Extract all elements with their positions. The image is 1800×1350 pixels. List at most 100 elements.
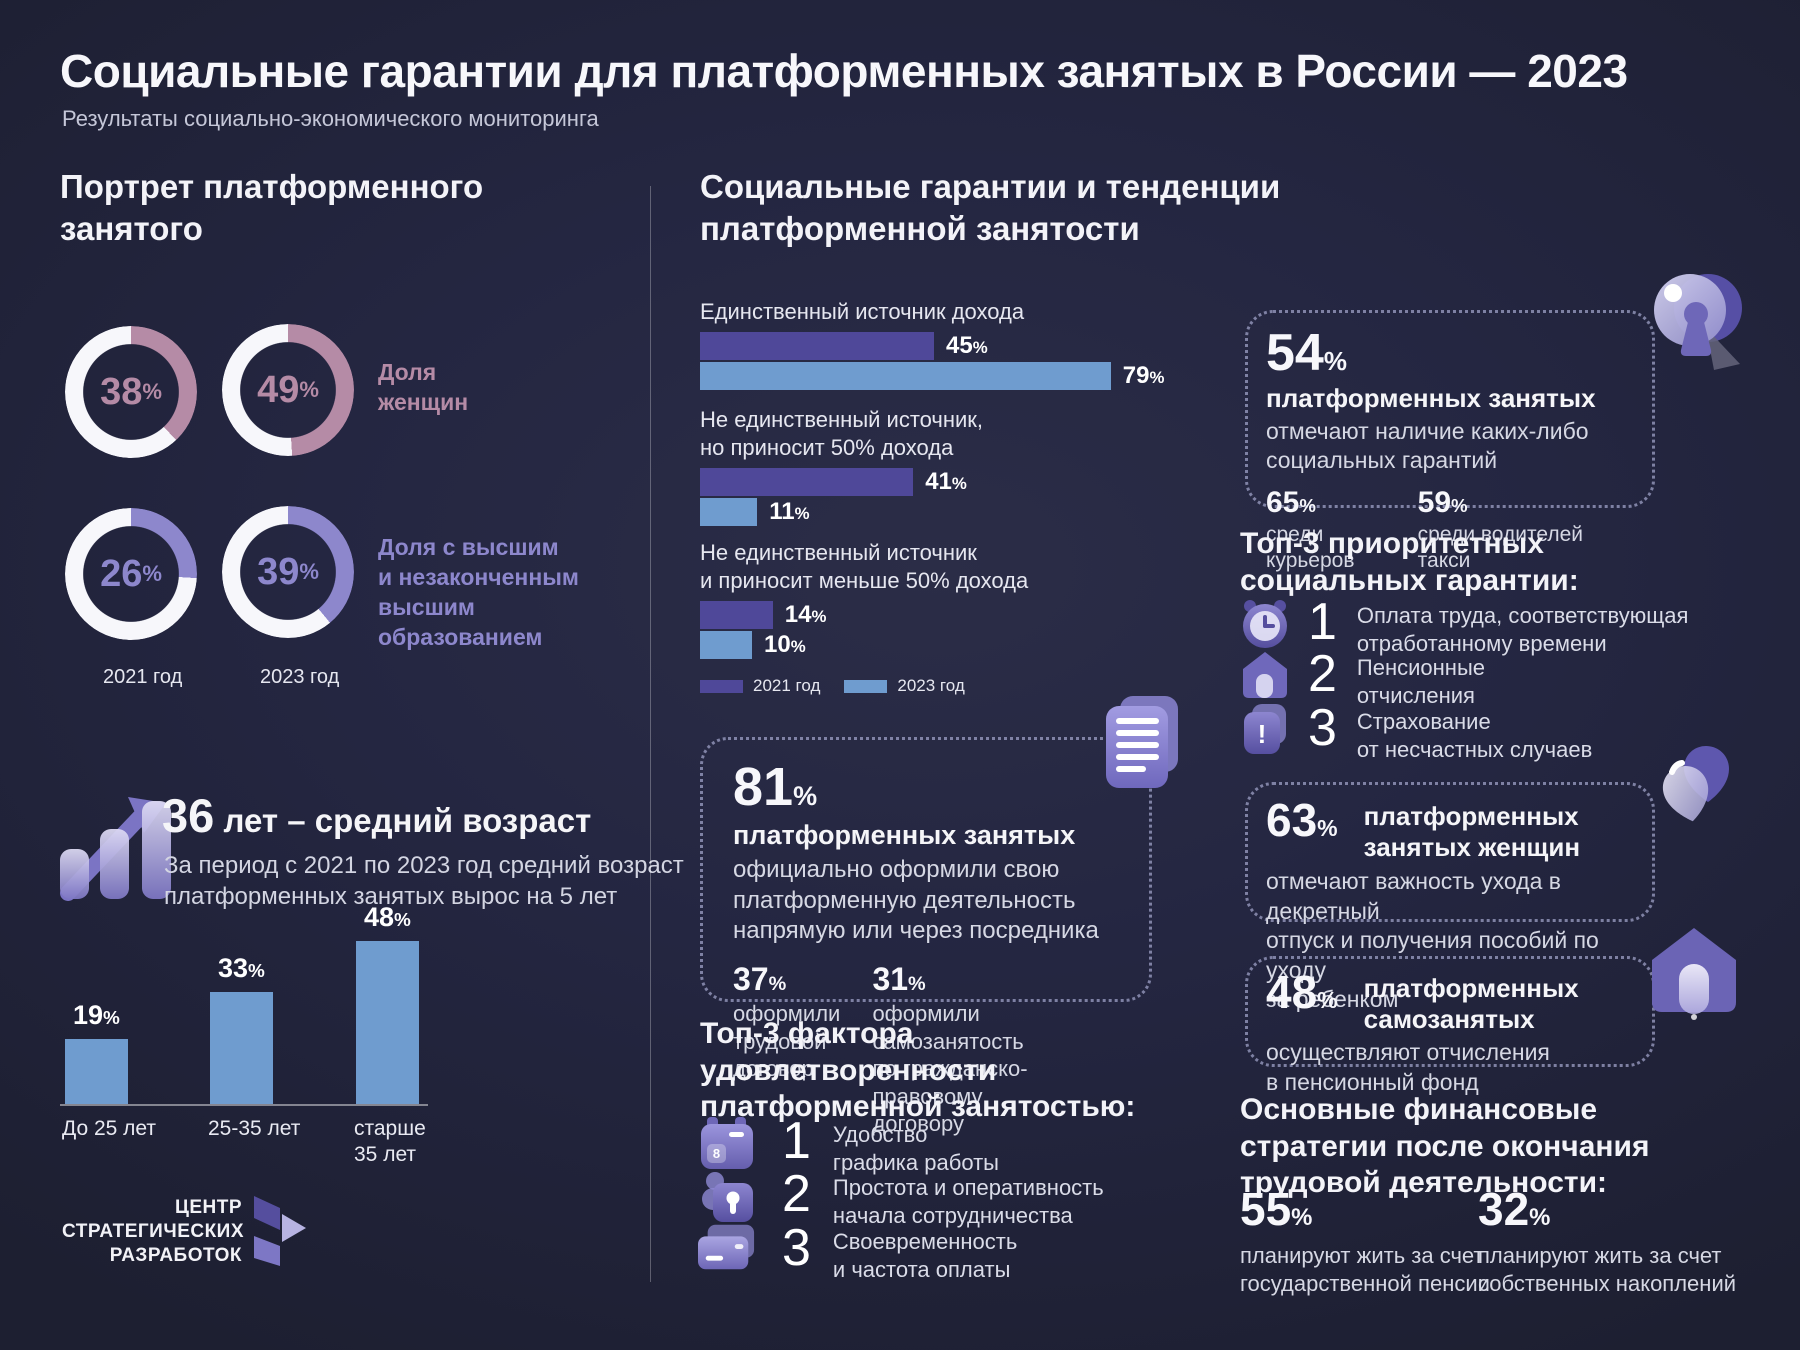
priority-item-2: 2 Пенсионные отчисления	[1240, 645, 1485, 710]
stat-value: 32%	[1478, 1183, 1551, 1235]
stat-description: официально оформили свою платформенную д…	[733, 856, 1099, 945]
bar-2021	[700, 332, 934, 361]
stat-description: отмечают наличие каких-либо социальных г…	[1266, 418, 1589, 474]
legend-label-2021: 2021 год	[753, 676, 821, 695]
priority-text: Оплата труда, соответствующая отработанн…	[1356, 603, 1689, 656]
bar-value: 41%	[925, 468, 967, 496]
average-age-description: За период с 2021 по 2023 год средний воз…	[164, 852, 684, 911]
document-lines-icon	[1092, 696, 1184, 794]
stat-bold-label: платформенных занятых женщин	[1363, 801, 1581, 862]
rank-number: 3	[1308, 699, 1337, 757]
age-category-label: 25-35 лет	[208, 1117, 301, 1140]
donut-ring	[65, 326, 197, 458]
donut-ring	[222, 324, 354, 456]
stat-bold-label: платформенных самозанятых	[1363, 973, 1579, 1034]
bar-value: 45%	[946, 332, 988, 360]
bar-2021	[700, 468, 914, 497]
rank-number: 2	[1308, 645, 1337, 703]
bar-row-2021: 14%	[700, 601, 1028, 630]
stat-text: планируют жить за счет государственной п…	[1240, 1243, 1490, 1296]
factor-text: Простота и оперативность начала сотрудни…	[832, 1175, 1104, 1228]
legend-swatch-2023	[844, 679, 888, 693]
finance-stat-savings: 32% планируют жить за счет собственных н…	[1478, 1182, 1736, 1298]
x-axis-line	[60, 1104, 428, 1106]
bar-under-25	[65, 1039, 128, 1104]
income-group-3: Не единственный источник и приносит мень…	[700, 539, 1028, 661]
factor-item-2: 2 Простота и оперативность начала сотруд…	[698, 1165, 1104, 1230]
middle-section-title: Социальные гарантии и тенденции платформ…	[700, 168, 1281, 247]
age-bar-chart: 19% 33% 48%	[60, 902, 440, 1106]
stat-bold-label: платформенных занятых	[1266, 383, 1596, 413]
age-bar-group: 19%	[65, 1000, 128, 1104]
rank-number: 2	[782, 1165, 811, 1223]
page-subtitle: Результаты социально-экономического мони…	[62, 106, 599, 131]
person-lock-icon	[698, 1170, 756, 1224]
group-label: Не единственный источник и приносит мень…	[700, 540, 1029, 594]
donut-ring	[222, 506, 354, 638]
bar-value: 11%	[769, 498, 810, 526]
priority-text: Страхование от несчастных случаев	[1356, 709, 1593, 762]
age-bar-group: 48%	[356, 902, 419, 1104]
stat-value: 48%	[1266, 966, 1338, 1018]
priority-item-1: 1 Оплата труда, соответствующая отработа…	[1240, 593, 1689, 658]
magnifier-person-icon	[1646, 270, 1746, 380]
substat-value: 59%	[1417, 485, 1468, 519]
substat-text: оформили трудовой договор	[733, 1001, 841, 1082]
bar-row-2023: 10%	[700, 631, 1028, 660]
bar-2023	[700, 631, 752, 660]
bar-row-2021: 41%	[700, 468, 983, 497]
bar-row-2023: 79%	[700, 362, 1164, 391]
left-section-title: Портрет платформенного занятого	[60, 168, 484, 247]
factor-text: Удобство графика работы	[832, 1122, 999, 1175]
bar-2021	[700, 601, 773, 630]
csr-logo-icon	[252, 1196, 306, 1266]
factor-item-1: 8 1 Удобство графика работы	[698, 1112, 999, 1177]
document-warning-icon: !	[1240, 704, 1290, 756]
donut-value: 26%	[100, 552, 162, 595]
stat-value: 55%	[1240, 1183, 1313, 1235]
substat-couriers: 65% среди курьеров	[1266, 486, 1418, 575]
maternity-stat-box: 63% платформенных занятых женщин отмечаю…	[1245, 782, 1655, 1012]
rank-number: 1	[1308, 593, 1337, 651]
priority-text: Пенсионные отчисления	[1356, 655, 1485, 708]
substat-labor-contract: 37% оформили трудовой договор	[733, 961, 872, 1138]
priority-item-3: ! 3 Страхование от несчастных случаев	[1240, 699, 1593, 764]
stat-description: осуществляют отчисления в пенсионный фон…	[1266, 1039, 1550, 1095]
age-bar-group: 33%	[210, 953, 273, 1104]
factor-text: Своевременность и частота оплаты	[832, 1229, 1018, 1282]
registration-stat-box: 81% платформенных занятых официально офо…	[700, 737, 1152, 1136]
guarantees-stat-box: 54% платформенных занятых отмечают налич…	[1245, 310, 1655, 572]
page-title: Социальные гарантии для платформенных за…	[60, 45, 1628, 97]
bar-value-label: 33%	[218, 952, 265, 983]
age-category-label: До 25 лет	[62, 1117, 157, 1140]
bar-value-label: 19%	[73, 1000, 120, 1031]
bar-2023	[700, 498, 758, 527]
stat-description: отмечают важность ухода в декретный отпу…	[1266, 868, 1599, 1013]
donut-education-2023: 39%	[222, 506, 354, 638]
factor-item-3: 3 Своевременность и частота оплаты	[698, 1219, 1018, 1284]
donut-year-2021: 2021 год	[103, 666, 183, 688]
rank-number: 1	[782, 1112, 811, 1170]
substat-value: 37%	[733, 961, 787, 998]
finance-stat-pension: 55% планируют жить за счет государственн…	[1240, 1182, 1490, 1298]
rank-number: 3	[782, 1219, 811, 1277]
bar-over-35	[356, 940, 419, 1104]
donut-ring	[65, 508, 197, 640]
stat-text: планируют жить за счет собственных накоп…	[1478, 1243, 1737, 1296]
income-group-1: Единственный источник дохода 45% 79%	[700, 298, 1164, 392]
priorities-title: Топ-3 приоритетных социальных гарантии:	[1240, 527, 1579, 597]
bar-value: 10%	[764, 631, 806, 659]
clock-icon	[1240, 598, 1290, 650]
donut-value: 49%	[257, 368, 319, 411]
column-divider	[650, 186, 651, 1282]
bar-value: 14%	[784, 601, 827, 629]
age-category-label: старше 35 лет	[354, 1117, 426, 1167]
group-label: Единственный источник дохода	[700, 299, 1025, 324]
substat-value: 31%	[872, 961, 926, 998]
house-pension-icon	[1648, 926, 1740, 1020]
donut-women-2023: 49%	[222, 324, 354, 456]
donut-women-2021: 38%	[65, 326, 197, 458]
donut-value: 38%	[100, 370, 162, 413]
substat-value: 65%	[1266, 485, 1316, 519]
